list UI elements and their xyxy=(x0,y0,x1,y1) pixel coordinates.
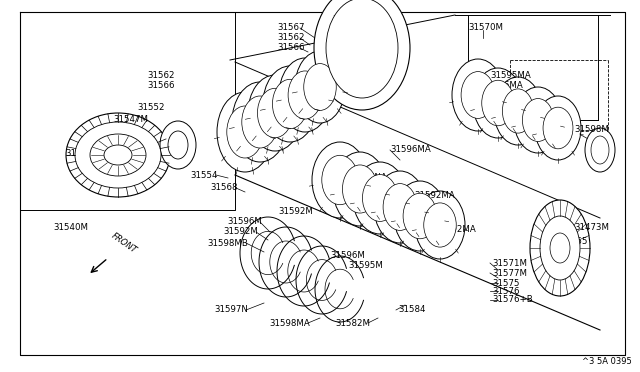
Text: 31592MA: 31592MA xyxy=(435,225,476,234)
Ellipse shape xyxy=(530,200,590,296)
Text: 31575: 31575 xyxy=(492,279,520,288)
Ellipse shape xyxy=(482,80,515,126)
Ellipse shape xyxy=(312,142,368,218)
Text: 31598M: 31598M xyxy=(574,125,609,135)
Ellipse shape xyxy=(494,77,542,145)
Ellipse shape xyxy=(288,71,322,119)
Text: 31584: 31584 xyxy=(398,305,426,314)
Text: 31568+A: 31568+A xyxy=(332,16,372,25)
Text: 31568: 31568 xyxy=(211,183,238,192)
Text: 31547: 31547 xyxy=(90,138,118,148)
Ellipse shape xyxy=(514,87,562,153)
Text: 31598MB: 31598MB xyxy=(207,238,248,247)
Text: 31582M: 31582M xyxy=(335,318,370,327)
Ellipse shape xyxy=(535,96,581,160)
Ellipse shape xyxy=(242,96,278,148)
Ellipse shape xyxy=(232,82,288,162)
Text: 31576: 31576 xyxy=(492,286,520,295)
Text: 31595M: 31595M xyxy=(348,262,383,270)
Ellipse shape xyxy=(424,203,456,247)
Ellipse shape xyxy=(66,113,170,197)
Text: 31597N: 31597N xyxy=(214,305,248,314)
Text: 31455: 31455 xyxy=(560,237,588,247)
Ellipse shape xyxy=(322,155,358,205)
Ellipse shape xyxy=(279,58,331,132)
Ellipse shape xyxy=(168,131,188,159)
Ellipse shape xyxy=(374,171,426,243)
Ellipse shape xyxy=(90,134,146,176)
Ellipse shape xyxy=(304,64,336,110)
Text: ^3 5A 0395: ^3 5A 0395 xyxy=(582,357,632,366)
Ellipse shape xyxy=(75,122,161,188)
Text: 31596M: 31596M xyxy=(227,218,262,227)
Ellipse shape xyxy=(522,99,554,141)
Ellipse shape xyxy=(248,75,302,151)
Text: 31592M: 31592M xyxy=(343,196,378,205)
Text: 31576+A: 31576+A xyxy=(398,214,438,222)
Ellipse shape xyxy=(502,89,534,133)
Text: 31542M: 31542M xyxy=(65,150,100,158)
Text: 31598MC: 31598MC xyxy=(347,185,388,193)
Text: 31554: 31554 xyxy=(191,170,218,180)
Ellipse shape xyxy=(540,216,580,280)
Text: 31596MA: 31596MA xyxy=(472,93,513,102)
Ellipse shape xyxy=(403,193,437,239)
Ellipse shape xyxy=(591,136,609,164)
Text: 31596M: 31596M xyxy=(330,250,365,260)
Text: 31577M: 31577M xyxy=(492,269,527,278)
Text: 31562: 31562 xyxy=(147,71,175,80)
Text: 31571M: 31571M xyxy=(492,259,527,267)
Text: 31596MA: 31596MA xyxy=(390,145,431,154)
Text: 31473M: 31473M xyxy=(574,224,609,232)
Text: 31566: 31566 xyxy=(147,81,175,90)
Ellipse shape xyxy=(473,68,523,138)
Text: 31547M: 31547M xyxy=(113,115,148,125)
Ellipse shape xyxy=(257,88,292,138)
Text: 31596MA: 31596MA xyxy=(482,80,523,90)
Ellipse shape xyxy=(273,79,308,129)
Ellipse shape xyxy=(263,66,317,142)
Ellipse shape xyxy=(295,51,345,123)
Ellipse shape xyxy=(543,107,573,149)
Text: 31566: 31566 xyxy=(278,44,305,52)
Text: 31562: 31562 xyxy=(278,33,305,42)
Text: FRONT: FRONT xyxy=(110,231,139,255)
Ellipse shape xyxy=(383,184,417,230)
Ellipse shape xyxy=(452,59,504,131)
Text: 31597NA: 31597NA xyxy=(347,173,387,183)
Text: 31570M: 31570M xyxy=(468,23,503,32)
Ellipse shape xyxy=(461,71,495,118)
Ellipse shape xyxy=(415,191,465,259)
Text: 31544M: 31544M xyxy=(100,126,135,135)
Text: 31567: 31567 xyxy=(278,23,305,32)
Ellipse shape xyxy=(217,92,273,172)
Text: 31592MA: 31592MA xyxy=(414,190,455,199)
Ellipse shape xyxy=(160,121,196,169)
Text: 31540M: 31540M xyxy=(53,224,88,232)
Ellipse shape xyxy=(362,174,397,221)
Text: 31592M: 31592M xyxy=(223,228,258,237)
Text: 31595MA: 31595MA xyxy=(490,71,531,80)
Ellipse shape xyxy=(326,0,398,98)
Ellipse shape xyxy=(394,181,446,251)
Ellipse shape xyxy=(342,165,378,213)
Text: 31598MA: 31598MA xyxy=(269,318,310,327)
Text: 31576+B: 31576+B xyxy=(492,295,532,305)
Ellipse shape xyxy=(333,152,387,226)
Ellipse shape xyxy=(585,128,615,172)
Ellipse shape xyxy=(353,162,407,234)
Ellipse shape xyxy=(314,0,410,110)
Text: 31592M: 31592M xyxy=(278,208,313,217)
Ellipse shape xyxy=(227,106,263,158)
Text: 31552: 31552 xyxy=(138,103,165,112)
